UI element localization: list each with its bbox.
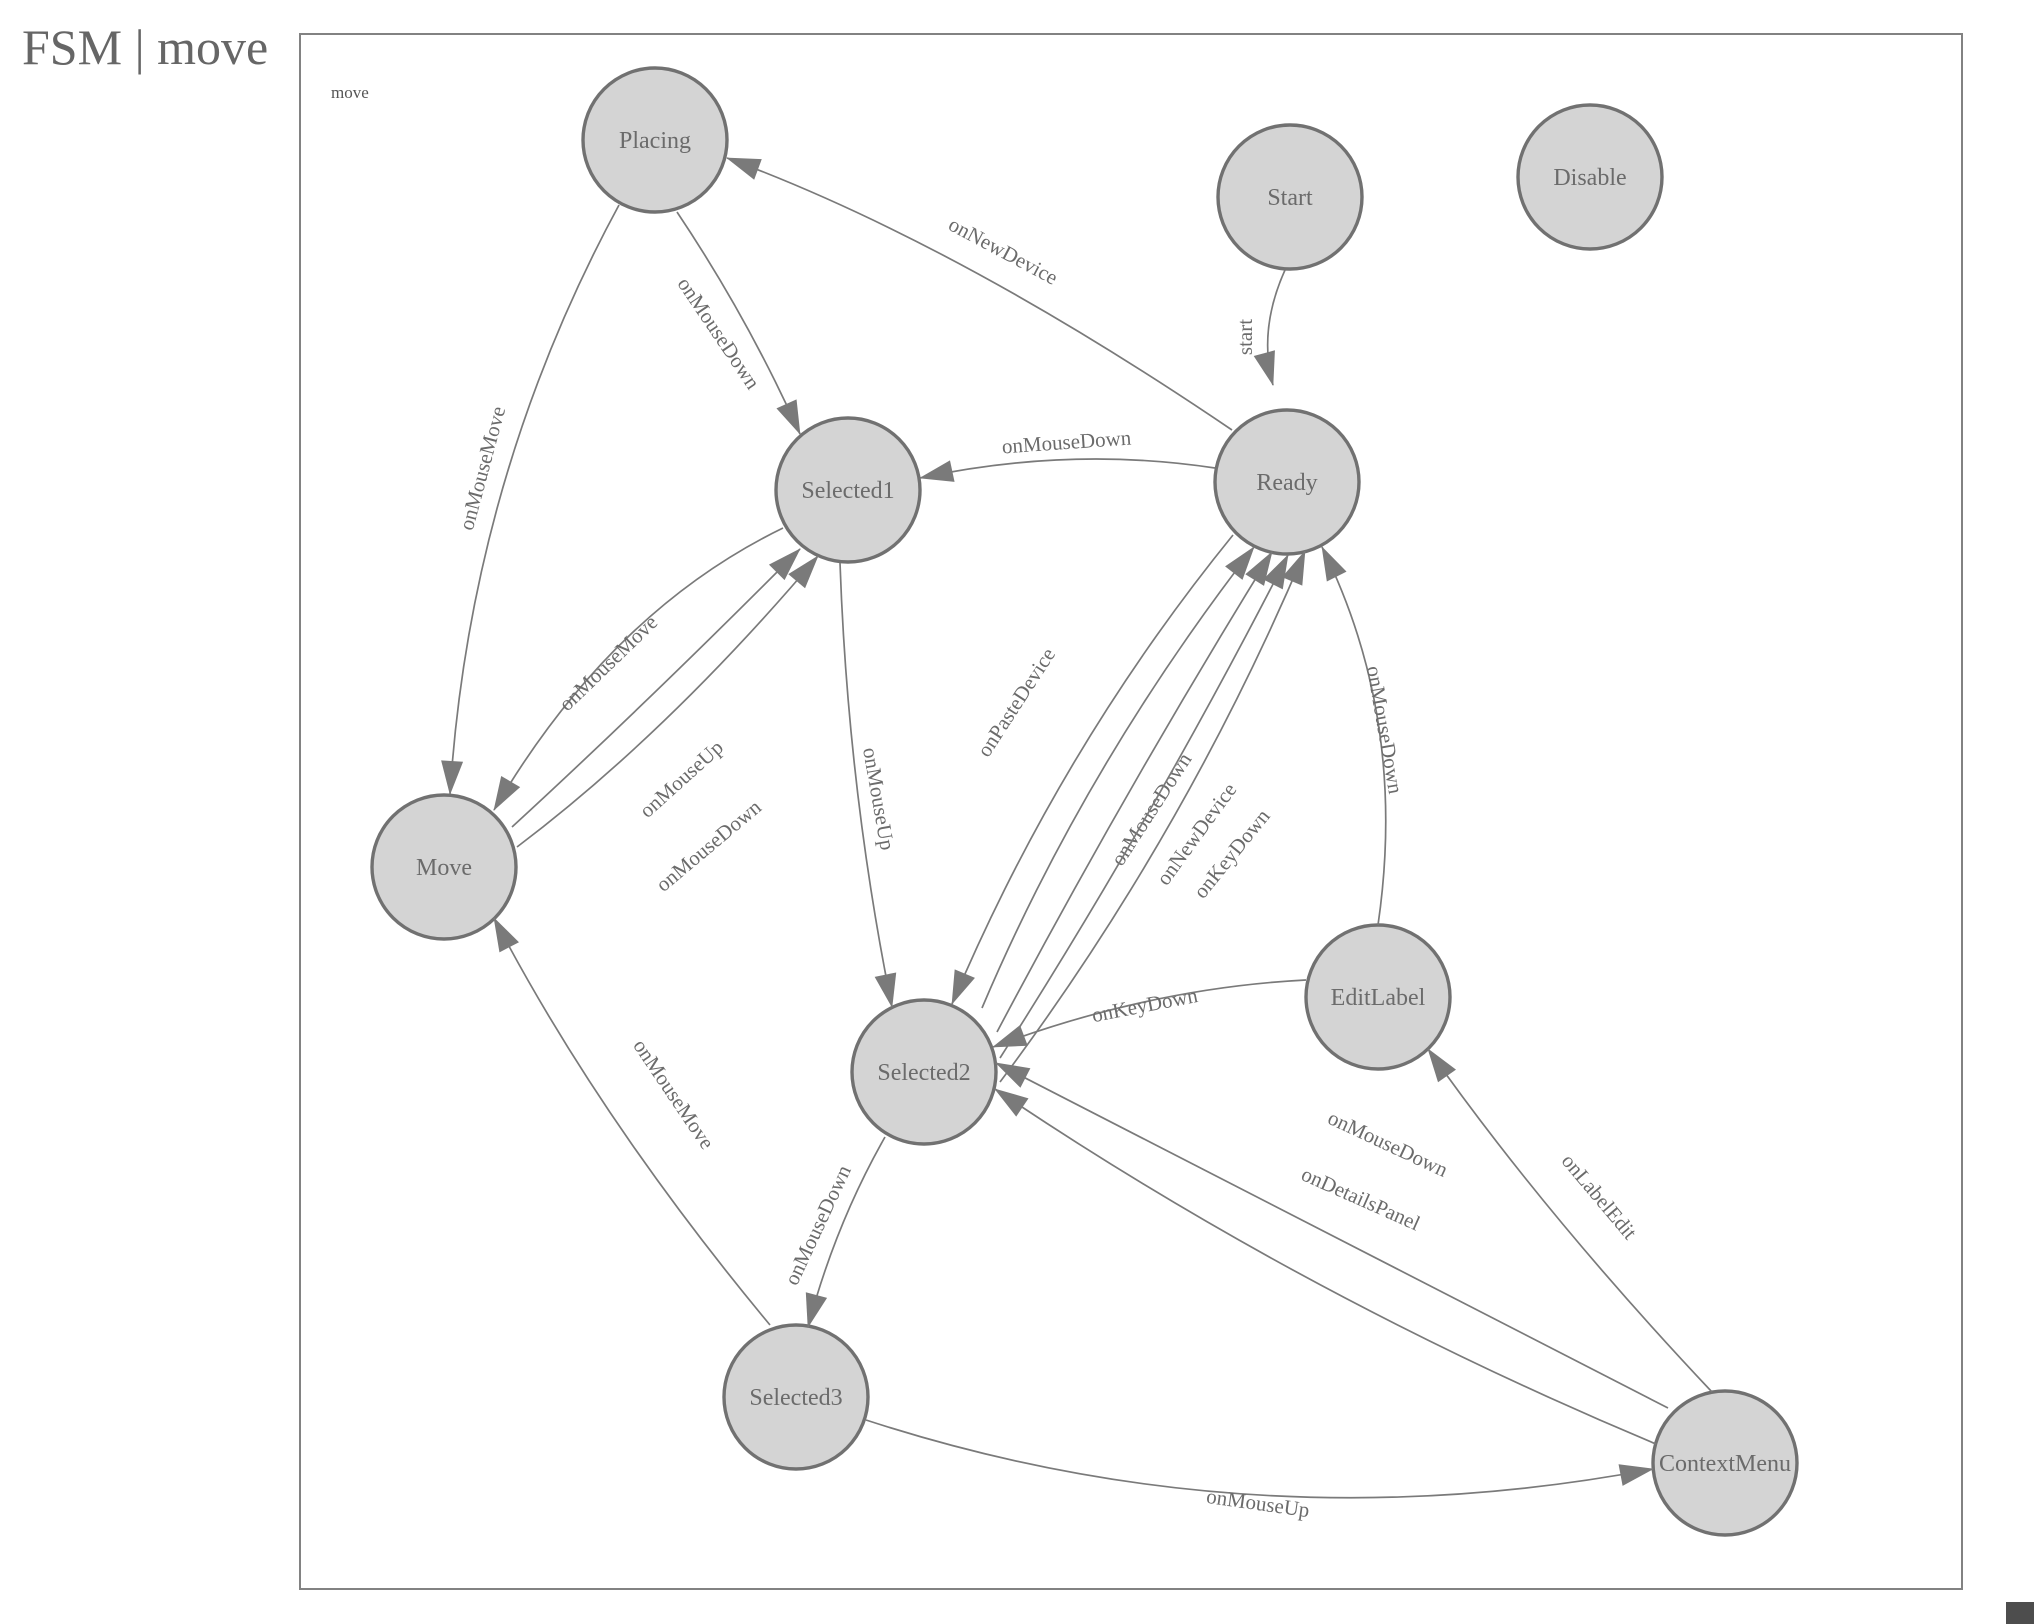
transition-selected1-to-selected2: onMouseUp [839, 562, 900, 1008]
transition-label-15: onKeyDown [1090, 983, 1200, 1027]
state-circle-placing[interactable] [581, 66, 729, 214]
transition-path-selected1-to-move[interactable] [493, 527, 784, 811]
transition-path-selected2-to-ready[interactable] [999, 554, 1289, 1059]
transition-path-start-to-ready[interactable] [1253, 269, 1286, 386]
transition-label-19: onDetailsPanel [1298, 1162, 1424, 1236]
transition-path-editlabel-to-selected2[interactable] [992, 979, 1307, 1048]
transition-label-10: onPasteDevice [972, 643, 1060, 761]
state-node-selected2[interactable]: Selected2 [850, 998, 998, 1146]
transition-selected1-to-move: onMouseMove [493, 527, 784, 811]
transition-editlabel-to-ready: onMouseDown [1321, 546, 1408, 926]
transition-label-6: onMouseUp [635, 735, 728, 822]
state-node-start[interactable]: Start [1216, 123, 1364, 271]
transition-editlabel-to-selected2: onKeyDown [992, 979, 1307, 1048]
state-label-start: Start [1267, 185, 1313, 211]
transition-label-3: onMouseDown [1001, 425, 1132, 458]
transition-path-selected2-to-ready[interactable] [981, 546, 1255, 1009]
state-label-selected2: Selected2 [877, 1060, 970, 1086]
transition-path-editlabel-to-ready[interactable] [1321, 546, 1387, 926]
transition-path-selected3-to-contextmenu[interactable] [865, 1419, 1654, 1499]
transition-label-8: onMouseUp [858, 746, 900, 852]
transition-path-selected2-to-ready[interactable] [996, 551, 1273, 1033]
transition-contextmenu-to-selected2: onMouseDown [995, 1062, 1669, 1409]
transition-selected2-to-ready: onPasteDevice [972, 546, 1255, 1009]
transition-label-18: onMouseDown [1324, 1105, 1452, 1182]
state-circle-selected1[interactable] [774, 416, 922, 564]
state-node-selected3[interactable]: Selected3 [722, 1323, 870, 1471]
state-node-selected1[interactable]: Selected1 [774, 416, 922, 564]
transition-selected2-to-selected3: onMouseDown [779, 1136, 886, 1328]
transition-label-0: start [1233, 319, 1257, 355]
transition-label-2: onMouseDown [673, 273, 766, 394]
transition-label-17: onMouseMove [628, 1035, 719, 1154]
state-circle-contextmenu[interactable] [1651, 1389, 1799, 1537]
state-label-selected3: Selected3 [749, 1385, 842, 1411]
transition-label-4: onMouseMove [454, 404, 510, 533]
transition-selected3-to-contextmenu: onMouseUp [865, 1419, 1654, 1522]
transition-ready-to-placing: onNewDevice [726, 157, 1233, 431]
transition-label-21: onMouseUp [1205, 1484, 1311, 1522]
state-node-disable[interactable]: Disable [1516, 103, 1664, 251]
transition-label-7: onMouseDown [651, 795, 766, 897]
transition-contextmenu-to-selected2: onDetailsPanel [994, 1088, 1657, 1445]
transition-label-14: onMouseDown [1362, 664, 1408, 796]
transition-move-to-selected1: onMouseUp [511, 548, 801, 828]
state-label-placing: Placing [619, 128, 691, 154]
state-label-ready: Ready [1256, 470, 1317, 496]
transition-label-20: onLabelEdit [1557, 1149, 1642, 1244]
canvas-label: move [331, 83, 369, 102]
transition-label-16: onMouseDown [779, 1161, 856, 1289]
transition-path-selected2-to-selected3[interactable] [805, 1136, 886, 1328]
transition-ready-to-selected1: onMouseDown [919, 425, 1216, 482]
page-title: FSM | move [22, 19, 269, 75]
transition-contextmenu-to-editlabel: onLabelEdit [1427, 1048, 1713, 1393]
transition-move-to-selected1: onMouseDown [516, 555, 819, 897]
state-node-contextmenu[interactable]: ContextMenu [1651, 1389, 1799, 1537]
transition-placing-to-selected1: onMouseDown [673, 211, 801, 435]
state-node-placing[interactable]: Placing [581, 66, 729, 214]
nodes-layer: Placing Start Disable Selected1 Ready Move Sel… [370, 66, 1799, 1537]
state-label-editlabel: EditLabel [1331, 985, 1426, 1011]
state-circle-start[interactable] [1216, 123, 1364, 271]
state-node-ready[interactable]: Ready [1213, 408, 1361, 556]
transition-path-ready-to-selected1[interactable] [919, 458, 1216, 482]
transition-path-contextmenu-to-selected2[interactable] [995, 1062, 1669, 1409]
transition-path-placing-to-selected1[interactable] [676, 211, 801, 435]
state-label-selected1: Selected1 [801, 478, 894, 504]
transition-path-ready-to-selected2[interactable] [951, 534, 1234, 1005]
transition-start-to-ready: start [1233, 269, 1286, 386]
state-circle-move[interactable] [370, 793, 518, 941]
transition-path-ready-to-placing[interactable] [726, 157, 1233, 431]
state-circle-selected3[interactable] [722, 1323, 870, 1471]
diagram-canvas[interactable]: move [299, 33, 1963, 1590]
transition-placing-to-move: onMouseMove [441, 204, 620, 795]
transition-path-contextmenu-to-editlabel[interactable] [1427, 1048, 1713, 1393]
transition-path-contextmenu-to-selected2[interactable] [994, 1088, 1657, 1445]
transition-path-selected1-to-selected2[interactable] [839, 562, 897, 1008]
state-node-editlabel[interactable]: EditLabel [1304, 923, 1452, 1071]
transition-path-selected3-to-move[interactable] [493, 917, 771, 1326]
transition-selected3-to-move: onMouseMove [493, 917, 771, 1326]
transition-path-move-to-selected1[interactable] [516, 555, 819, 848]
transition-path-move-to-selected1[interactable] [511, 548, 801, 828]
state-label-disable: Disable [1553, 165, 1626, 191]
edges-layer: startonNewDeviceonMouseDownonMouseDownon… [441, 157, 1713, 1522]
transition-path-selected2-to-ready[interactable] [999, 550, 1306, 1083]
transition-path-placing-to-move[interactable] [441, 204, 620, 795]
transition-ready-to-selected2 [951, 534, 1234, 1005]
state-node-move[interactable]: Move [370, 793, 518, 941]
state-label-move: Move [416, 855, 472, 881]
resize-corner-handle [2006, 1602, 2034, 1624]
transition-label-1: onNewDevice [945, 212, 1062, 290]
state-circle-disable[interactable] [1516, 103, 1664, 251]
state-label-contextmenu: ContextMenu [1659, 1451, 1791, 1477]
